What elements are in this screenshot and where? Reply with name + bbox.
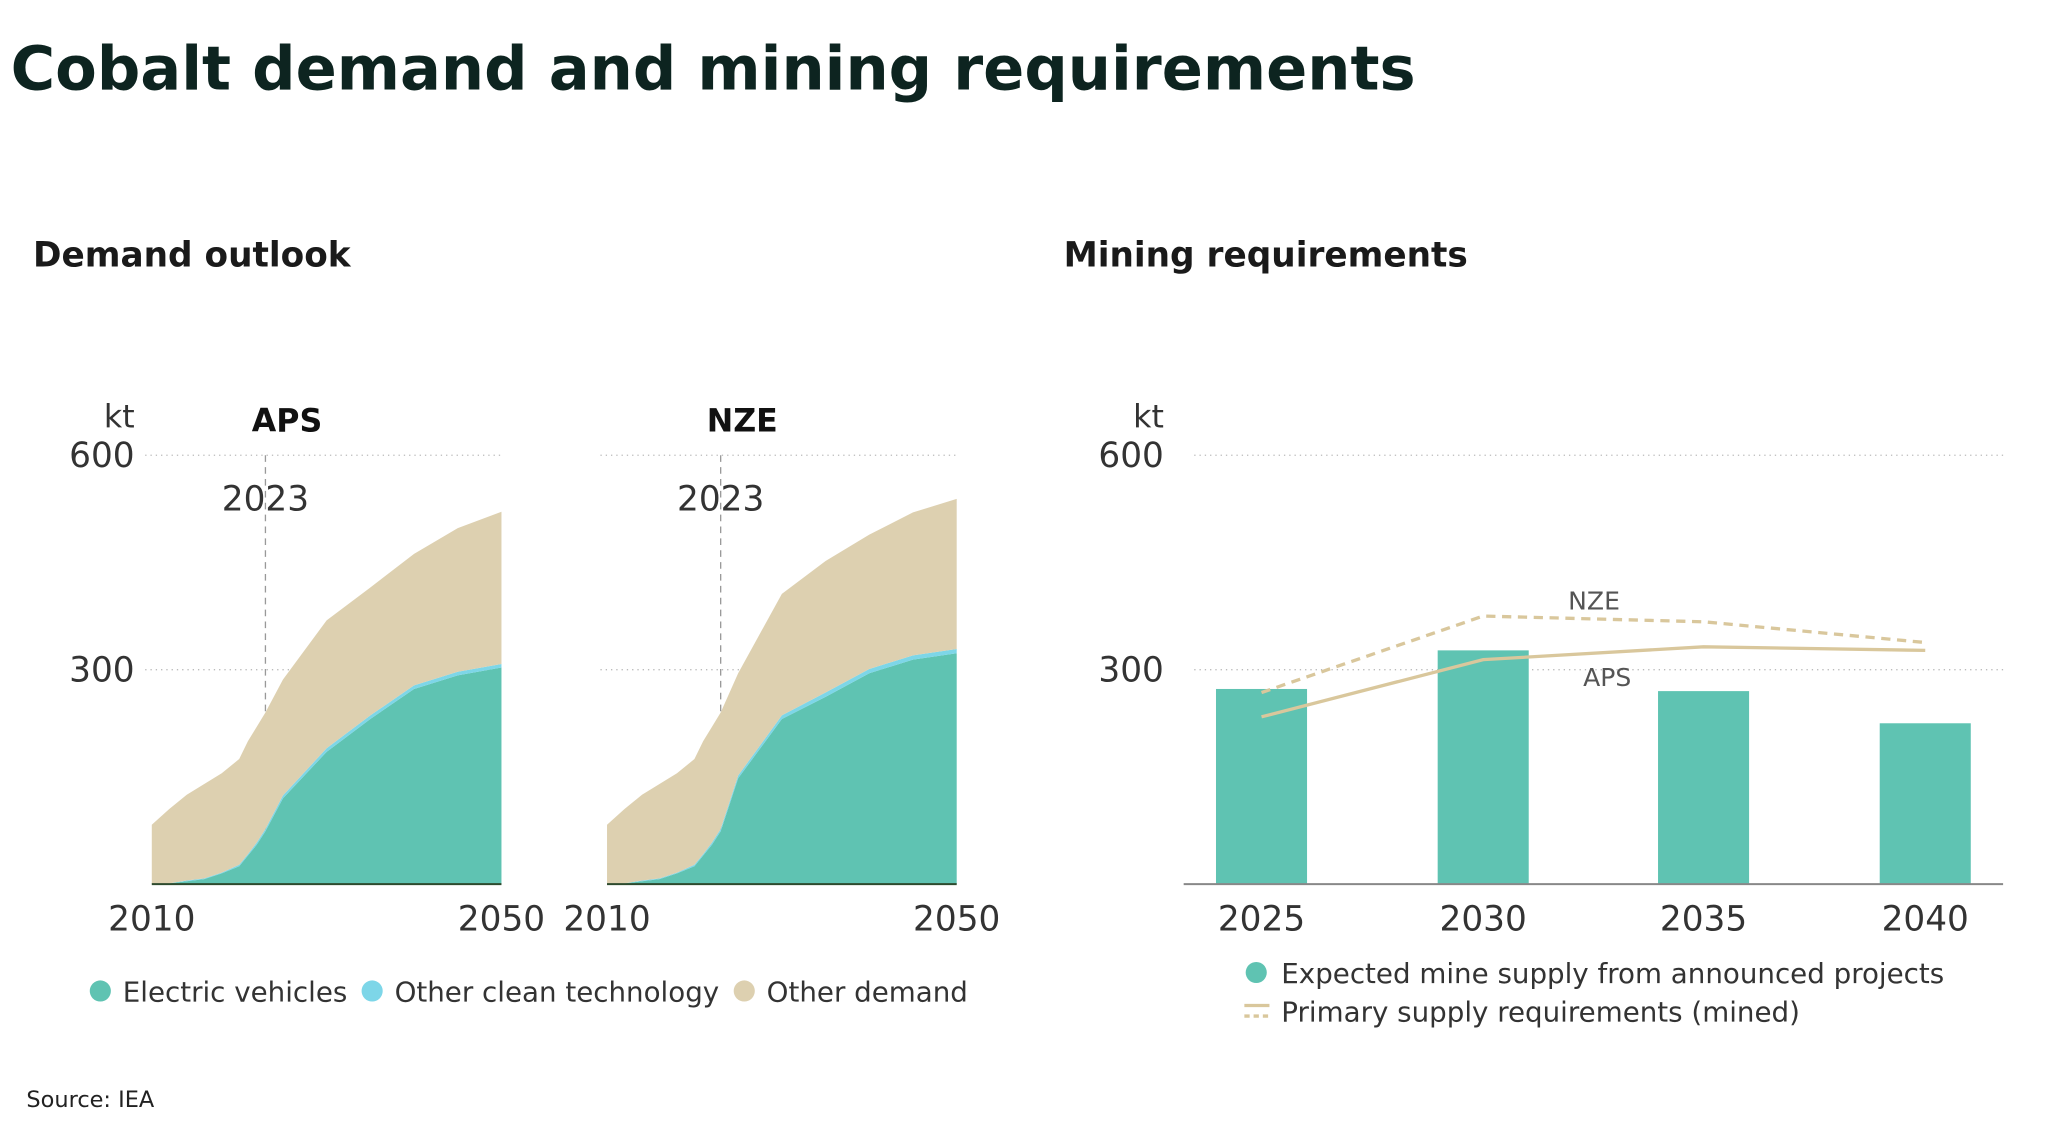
bar: [1437, 650, 1529, 885]
y-tick-label: 600: [69, 436, 134, 476]
line-label: APS: [1583, 663, 1631, 692]
x-tick-label: 2040: [1882, 899, 1969, 939]
legend-label: Expected mine supply from announced proj…: [1281, 957, 1944, 990]
legend-marker: [733, 980, 755, 1002]
reference-label: 2023: [677, 480, 764, 520]
bar: [1879, 723, 1971, 885]
x-tick-label: 2035: [1660, 899, 1747, 939]
x-tick-label: 2025: [1218, 899, 1305, 939]
panel-title: NZE: [707, 403, 778, 439]
chart-title: Mining requirements: [1064, 236, 1468, 276]
bar: [1658, 691, 1750, 885]
y-axis-label: kt: [1133, 400, 1164, 436]
line-label: NZE: [1568, 587, 1620, 616]
page-title: Cobalt demand and mining requirements: [11, 35, 1416, 105]
area: [607, 653, 957, 885]
y-tick-label: 300: [69, 651, 134, 691]
area: [607, 498, 957, 885]
x-tick-label: 2010: [563, 899, 650, 939]
legend-marker: [89, 980, 111, 1002]
line: [1261, 645, 1926, 719]
area: [151, 667, 502, 885]
legend-label: Other clean technology: [395, 976, 720, 1009]
panel-title: APS: [252, 403, 323, 439]
legend-label: Other demand: [767, 976, 968, 1009]
source: Source: IEA: [26, 1087, 154, 1113]
bar: [1215, 688, 1308, 885]
area: [151, 511, 502, 885]
y-tick-label: 600: [1098, 436, 1163, 476]
legend-marker: [361, 980, 383, 1002]
line: [1260, 614, 1926, 695]
x-tick-label: 2010: [108, 899, 195, 939]
x-tick-label: 2030: [1440, 899, 1527, 939]
y-tick-label: 300: [1098, 651, 1163, 691]
x-tick-label: 2050: [458, 899, 545, 939]
legend-label: Electric vehicles: [123, 976, 348, 1009]
legend-label: Primary supply requirements (mined): [1281, 995, 1800, 1028]
x-tick-label: 2050: [913, 899, 1000, 939]
reference-label: 2023: [222, 480, 309, 520]
y-axis-label: kt: [104, 400, 135, 436]
chart-title: Demand outlook: [33, 236, 352, 276]
legend-marker: [1245, 961, 1267, 984]
